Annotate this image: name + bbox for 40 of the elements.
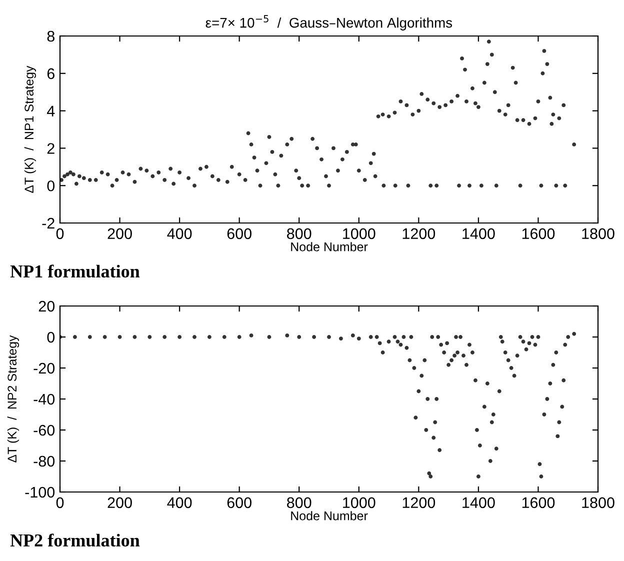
y-tick-label: 0	[47, 180, 55, 192]
text: NP1 formulation	[10, 264, 140, 278]
x-tick-label: 1800	[582, 497, 614, 508]
chart-title: ε=7× 10$^{−5}$ / Gauss–Newton Algorithms	[206, 15, 452, 30]
y-tick-label: 6	[47, 68, 54, 80]
x-tick-label: 0	[56, 497, 64, 508]
y-tick-label: 0	[47, 332, 55, 343]
x-tick-label: 1000	[343, 228, 376, 240]
y-tick-label: -2	[42, 218, 54, 229]
y-tick-label: 8	[47, 30, 54, 42]
x-axis-title: Node Number	[291, 242, 368, 252]
x-tick-label: 200	[108, 497, 132, 508]
y-tick-label: -60	[34, 424, 55, 436]
y-tick-label: -100	[25, 486, 55, 498]
y-tick-label: -20	[34, 362, 55, 374]
x-axis-title: Node Number	[291, 511, 368, 520]
x-tick-label: 1600	[522, 497, 555, 508]
x-tick-label: 800	[287, 497, 312, 508]
x-tick-label: 200	[108, 228, 132, 240]
x-tick-label: 1200	[402, 497, 436, 508]
x-tick-label: 1200	[402, 228, 436, 240]
y-tick-label: -80	[34, 456, 55, 467]
y-tick-label: 2	[47, 143, 54, 154]
x-tick-label: 1800	[582, 228, 614, 240]
y-axis-title: ΔT (K) / NP2 Strategy	[7, 335, 20, 462]
x-tick-label: 800	[287, 228, 312, 240]
x-tick-label: 1000	[343, 497, 376, 508]
x-tick-label: 1400	[462, 497, 495, 508]
x-tick-label: 400	[167, 228, 192, 240]
y-tick-label: 4	[46, 106, 55, 116]
y-axis-title: ΔT (K) / NP1 Strategy	[24, 66, 36, 193]
x-tick-label: 0	[56, 228, 64, 240]
text: NP2 formulation	[10, 534, 140, 547]
x-tick-label: 400	[167, 497, 192, 508]
y-tick-label: -40	[34, 394, 55, 405]
x-tick-label: 1400	[462, 228, 495, 240]
x-tick-label: 600	[227, 228, 252, 240]
x-tick-label: 1600	[522, 228, 555, 240]
x-tick-label: 600	[227, 497, 252, 508]
y-tick-label: 20	[38, 300, 55, 312]
